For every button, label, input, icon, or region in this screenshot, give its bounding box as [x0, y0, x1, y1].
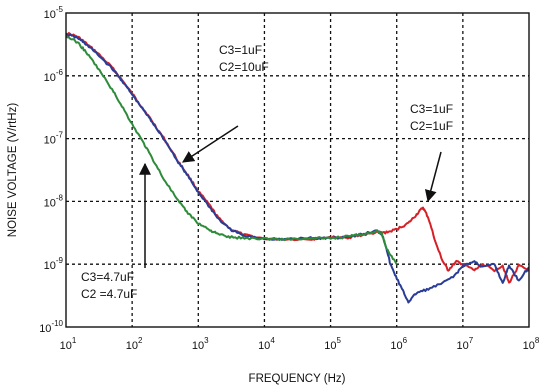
x-tick-label: 108: [523, 336, 539, 352]
x-tick-label: 101: [60, 336, 77, 352]
y-tick-label: 10-6: [44, 68, 64, 84]
y-tick-label: 10-9: [44, 256, 64, 272]
x-tick-label: 105: [324, 336, 341, 352]
y-tick-label: 10-8: [44, 193, 64, 209]
x-tick-labels: 101 102 103 104 105 106 107 108: [60, 336, 539, 352]
x-tick-label: 104: [258, 336, 275, 352]
series-group: [66, 32, 529, 304]
y-axis-label: NOISE VOLTAGE (V/rtHz): [7, 103, 19, 238]
y-tick-label: 10-5: [44, 5, 64, 21]
series-line-2: [66, 35, 398, 265]
annotation-arrow: [181, 125, 239, 163]
annotation-line: C3=1uF: [219, 43, 262, 57]
x-tick-label: 107: [457, 336, 474, 352]
annotation-c3-4p7uf-c2-4p7uf: C3=4.7uF C2 =4.7uF: [81, 162, 151, 301]
y-tick-label: 10-10: [39, 319, 63, 335]
annotation-c3-1uf-c2-10uf: C3=1uF C2=10uF: [181, 43, 269, 163]
plot-frame: [65, 12, 530, 328]
x-axis-label: FREQUENCY (Hz): [249, 373, 346, 385]
annotation-c3-1uf-c2-1uf: C3=1uF C2=1uF: [410, 102, 453, 203]
y-tick-labels: 10-5 10-6 10-7 10-8 10-9 10-10: [39, 5, 63, 335]
x-tick-label: 102: [126, 336, 143, 352]
annotation-line: C2 =4.7uF: [81, 287, 137, 301]
annotation-line: C3=1uF: [410, 102, 453, 116]
x-tick-label: 106: [390, 336, 407, 352]
annotation-line: C2=10uF: [219, 60, 269, 74]
annotation-line: C3=4.7uF: [81, 270, 134, 284]
y-tick-label: 10-7: [44, 131, 64, 147]
annotation-arrow: [424, 151, 442, 203]
annotation-line: C2=1uF: [410, 119, 453, 133]
series-line-0: [66, 32, 529, 284]
grid-lines: [66, 13, 529, 327]
x-tick-label: 103: [192, 336, 209, 352]
